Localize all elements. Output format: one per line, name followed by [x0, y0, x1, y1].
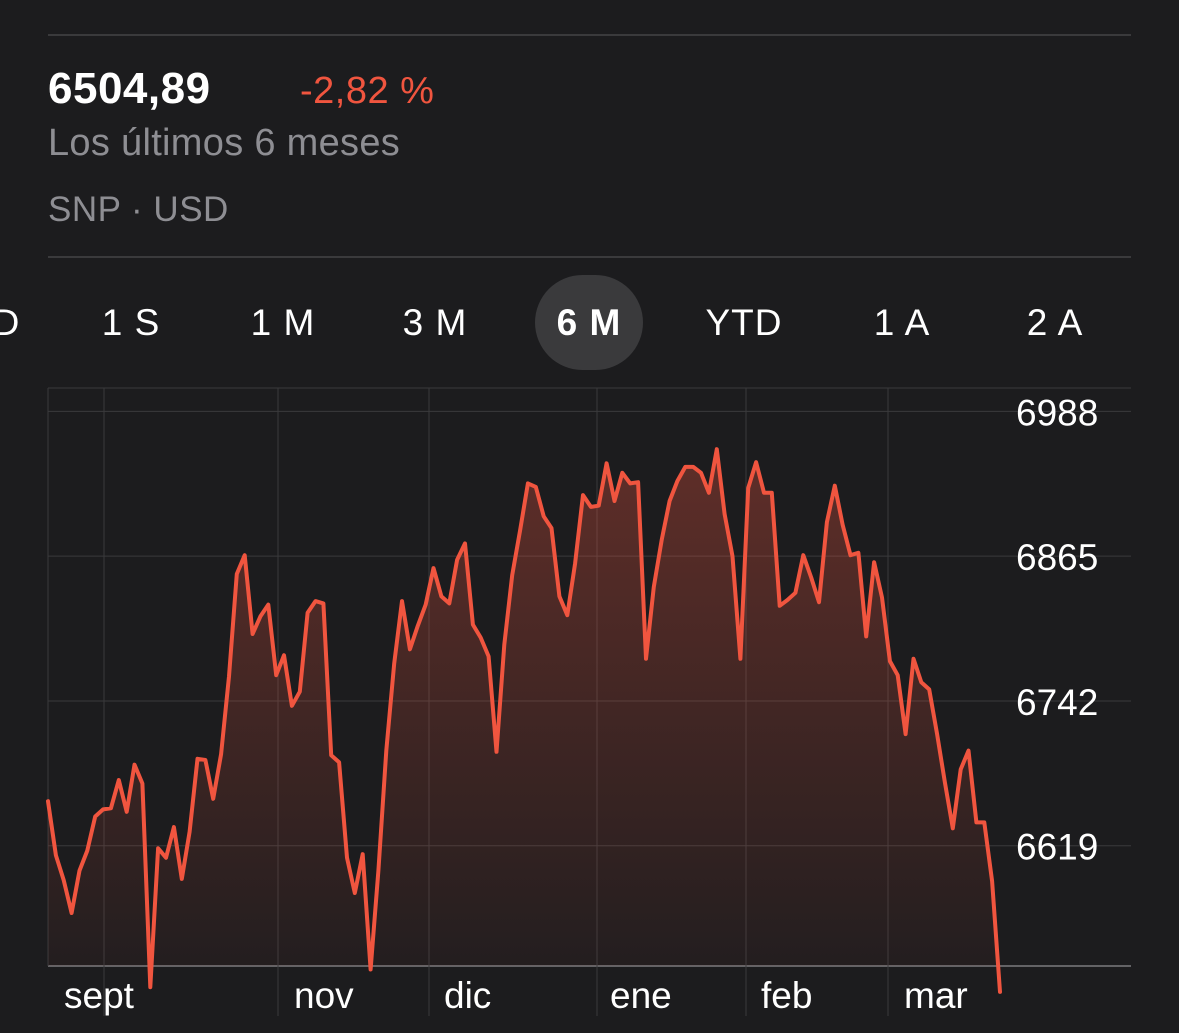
x-tick-label: nov	[294, 975, 354, 1016]
range-1d[interactable]: 1 D	[0, 302, 21, 343]
x-tick-label: mar	[904, 975, 968, 1016]
x-tick-label: sept	[64, 975, 135, 1016]
x-tick-label: feb	[761, 975, 812, 1016]
period-label: Los últimos 6 meses	[48, 122, 401, 164]
price-area-fill	[48, 449, 1000, 992]
range-1s[interactable]: 1 S	[101, 302, 161, 343]
x-tick-label: ene	[610, 975, 672, 1016]
range-1a[interactable]: 1 A	[873, 302, 931, 343]
y-tick-label: 6619	[1016, 827, 1098, 868]
y-tick-label: 6988	[1016, 392, 1098, 433]
x-tick-label: dic	[444, 975, 491, 1016]
current-price: 6504,89	[48, 64, 211, 113]
ticker-currency: SNP · USD	[48, 190, 229, 229]
range-1m[interactable]: 1 M	[250, 302, 316, 343]
range-3m[interactable]: 3 M	[402, 302, 468, 343]
top-divider	[48, 34, 1131, 36]
percent-change: -2,82 %	[300, 70, 435, 112]
range-selector: 1 D 1 S 1 M 3 M 6 M YTD 1 A 2 A	[0, 275, 1179, 370]
price-line	[46, 447, 1002, 994]
range-6m[interactable]: 6 M	[535, 275, 643, 370]
y-tick-label: 6742	[1016, 682, 1098, 723]
range-2a[interactable]: 2 A	[1026, 302, 1084, 343]
range-ytd[interactable]: YTD	[705, 302, 783, 343]
y-tick-label: 6865	[1016, 537, 1098, 578]
mid-divider	[48, 256, 1131, 258]
